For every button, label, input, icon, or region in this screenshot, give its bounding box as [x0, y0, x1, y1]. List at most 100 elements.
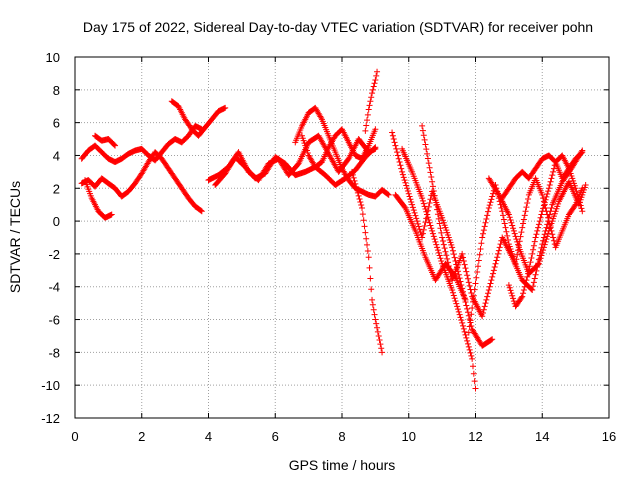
data-point [198, 208, 205, 215]
data-point [535, 224, 542, 231]
data-point [364, 111, 371, 118]
data-point [519, 293, 526, 300]
data-point [516, 238, 523, 245]
data-point [503, 228, 510, 235]
data-point [401, 203, 408, 210]
data-point [427, 222, 434, 229]
data-point [364, 117, 371, 124]
data-point [413, 215, 420, 222]
data-point [374, 68, 381, 75]
data-point [496, 244, 503, 251]
data-point [420, 132, 427, 139]
data-point [506, 214, 513, 221]
data-point [421, 136, 428, 143]
data-point [544, 191, 551, 198]
data-point [480, 309, 487, 316]
data-point [455, 308, 462, 315]
data-point [539, 241, 546, 248]
data-point [482, 300, 489, 307]
data-point [425, 160, 432, 167]
data-point [429, 230, 436, 237]
data-point [460, 325, 467, 332]
data-point [197, 207, 204, 214]
data-point [416, 226, 423, 233]
data-point [468, 290, 475, 297]
data-point [474, 268, 481, 275]
data-point [466, 346, 473, 353]
data-point [467, 349, 474, 356]
data-point [437, 225, 444, 232]
data-point [409, 201, 416, 208]
data-point [472, 280, 479, 287]
data-point [483, 296, 490, 303]
data-point [450, 292, 457, 299]
data-point [431, 236, 438, 243]
data-point [440, 241, 447, 248]
data-point [525, 267, 532, 274]
data-point [502, 224, 509, 231]
data-point [419, 195, 426, 202]
y-tick-label: 8 [53, 83, 60, 98]
data-point [530, 246, 537, 253]
data-point [461, 261, 468, 268]
data-point [454, 303, 461, 310]
y-tick-label: -10 [41, 378, 60, 393]
data-point [489, 336, 496, 343]
data-point [419, 197, 426, 204]
data-point [463, 334, 470, 341]
data-point [467, 317, 474, 324]
data-point [407, 196, 414, 203]
data-point [369, 90, 376, 97]
data-point [384, 191, 391, 198]
data-point [420, 226, 427, 233]
data-point [426, 219, 433, 226]
data-point [454, 306, 461, 313]
data-point [403, 182, 410, 189]
data-point [542, 238, 549, 245]
data-point [449, 244, 456, 251]
data-point [477, 245, 484, 252]
data-point [425, 203, 432, 210]
data-point [510, 225, 517, 232]
data-point [508, 290, 515, 297]
y-tick-label: 10 [46, 50, 60, 65]
data-point [349, 171, 356, 178]
data-point [504, 232, 511, 239]
data-point [449, 287, 456, 294]
data-point [492, 260, 499, 267]
y-tick-label: 2 [53, 181, 60, 196]
data-point [430, 233, 437, 240]
data-point [464, 309, 471, 316]
data-point [391, 139, 398, 146]
data-point [408, 198, 415, 205]
data-point [480, 306, 487, 313]
data-point [449, 247, 456, 254]
data-point [419, 122, 426, 129]
data-point [575, 193, 582, 200]
data-point [509, 292, 516, 299]
x-tick-label: 0 [71, 429, 78, 444]
data-point [350, 174, 357, 181]
data-point [576, 199, 583, 206]
x-tick-label: 4 [205, 429, 212, 444]
data-point [523, 204, 530, 211]
data-point [354, 186, 361, 193]
series-arc-j [349, 168, 386, 356]
y-tick-label: 4 [53, 148, 60, 163]
data-point [450, 251, 457, 258]
data-point [572, 185, 579, 192]
data-point [485, 287, 492, 294]
data-point [485, 204, 492, 211]
data-point [372, 144, 379, 151]
data-point [524, 200, 531, 207]
data-point [518, 294, 525, 301]
data-point [411, 209, 418, 216]
data-point [378, 345, 385, 352]
data-point [529, 287, 536, 294]
data-point [433, 201, 440, 208]
data-point [579, 208, 586, 215]
data-point [462, 265, 469, 272]
data-point [459, 254, 466, 261]
data-point [425, 216, 432, 223]
